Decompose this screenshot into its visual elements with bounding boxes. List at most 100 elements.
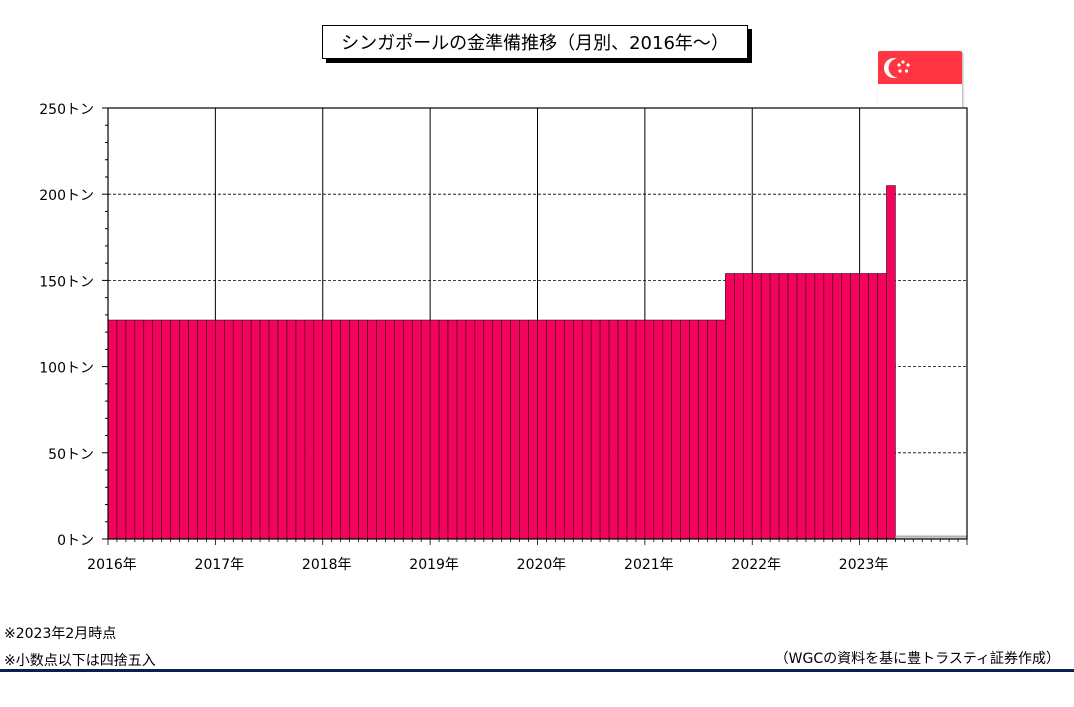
bar xyxy=(823,273,834,540)
bar xyxy=(537,319,547,540)
bar xyxy=(662,319,673,540)
bar xyxy=(734,273,744,540)
bar xyxy=(438,319,449,540)
note-date: ※2023年2月時点 xyxy=(4,626,117,642)
bar xyxy=(447,319,458,540)
bar xyxy=(376,319,386,540)
bar xyxy=(671,319,681,540)
bar xyxy=(107,319,118,540)
bar xyxy=(402,319,413,540)
chart-plot: 0トン 50トン 100トン 150トン 200トン 250トン 2016年 2017年 201… xyxy=(39,102,968,573)
bar xyxy=(814,273,825,540)
bar xyxy=(295,319,306,540)
bar xyxy=(465,319,476,540)
bar xyxy=(116,319,127,540)
bar xyxy=(644,319,655,540)
bar xyxy=(394,319,404,540)
footer-rule xyxy=(0,669,1074,672)
crescent-stars-icon xyxy=(884,58,910,78)
bar xyxy=(877,273,887,540)
bar xyxy=(528,319,538,540)
bar xyxy=(868,273,878,540)
y-tick-label: 0トン xyxy=(57,533,94,549)
bar xyxy=(751,273,762,540)
bar xyxy=(474,319,485,540)
bar xyxy=(241,319,252,540)
y-tick-label: 50トン xyxy=(48,447,94,463)
bar xyxy=(483,319,494,540)
bar xyxy=(841,273,851,540)
bar xyxy=(232,319,243,540)
x-tick-label: 2021年 xyxy=(624,557,674,573)
bar xyxy=(760,273,771,540)
y-tick-label: 150トン xyxy=(39,274,94,290)
bar xyxy=(125,319,136,540)
bar xyxy=(886,185,896,540)
bar xyxy=(456,319,467,540)
bar xyxy=(358,319,368,540)
bar xyxy=(698,319,708,540)
chart-title: シンガポールの金準備推移（月別、2016年～） xyxy=(322,25,748,59)
x-tick-label: 2018年 xyxy=(302,557,352,573)
bar xyxy=(581,319,592,540)
bar xyxy=(367,319,377,540)
bar xyxy=(331,319,341,540)
bar xyxy=(787,273,798,540)
bar xyxy=(859,273,869,540)
bar xyxy=(850,273,860,540)
bar xyxy=(259,319,270,540)
bar xyxy=(277,319,288,540)
bar xyxy=(805,273,816,540)
bar xyxy=(599,319,610,540)
bar xyxy=(626,319,637,540)
bar xyxy=(501,319,511,540)
bar xyxy=(340,319,350,540)
bar xyxy=(268,319,279,540)
bar xyxy=(510,319,520,540)
bar xyxy=(134,319,145,540)
bar xyxy=(635,319,646,540)
bar xyxy=(420,319,431,540)
x-tick-label: 2023年 xyxy=(839,557,889,573)
bar xyxy=(313,319,324,540)
bar xyxy=(429,319,440,540)
bar xyxy=(725,273,735,540)
bar xyxy=(215,319,225,540)
bar xyxy=(322,319,332,540)
bar xyxy=(707,319,717,540)
bar xyxy=(689,319,699,540)
bar xyxy=(555,319,565,540)
bar xyxy=(492,319,503,540)
note-rounding: ※小数点以下は四捨五入 xyxy=(4,653,156,669)
bar xyxy=(188,319,198,540)
y-tick-label: 200トン xyxy=(39,188,94,204)
bar xyxy=(743,273,753,540)
bar xyxy=(197,319,207,540)
bar xyxy=(152,319,162,540)
bar xyxy=(653,319,664,540)
bar xyxy=(608,319,619,540)
bar xyxy=(385,319,395,540)
bar xyxy=(349,319,359,540)
bar xyxy=(590,319,601,540)
bar xyxy=(179,319,189,540)
bar xyxy=(304,319,315,540)
x-tick-label: 2022年 xyxy=(731,557,781,573)
bar xyxy=(224,319,234,540)
bar xyxy=(769,273,780,540)
source-credit: （WGCの資料を基に豊トラスティ証券作成） xyxy=(774,651,1060,667)
bar xyxy=(680,319,690,540)
x-tick-label: 2019年 xyxy=(409,557,459,573)
x-tick-label: 2016年 xyxy=(87,557,137,573)
bar xyxy=(778,273,789,540)
bar xyxy=(546,319,556,540)
bar xyxy=(411,319,422,540)
bar xyxy=(564,319,574,540)
bar xyxy=(250,319,261,540)
bar xyxy=(519,319,529,540)
bar xyxy=(206,319,216,540)
bar xyxy=(716,319,726,540)
bar xyxy=(617,319,628,540)
bar xyxy=(572,319,583,540)
bar xyxy=(161,319,171,540)
